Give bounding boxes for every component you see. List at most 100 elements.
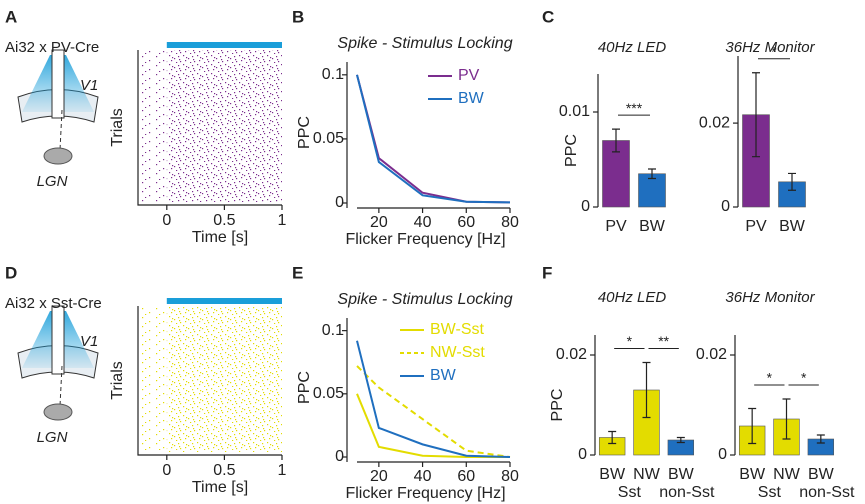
raster-pre bbox=[140, 50, 167, 202]
x-tick-label: PV bbox=[605, 218, 627, 235]
x-tick-label: BW bbox=[599, 466, 626, 483]
y-axis-label: PPC bbox=[549, 389, 566, 422]
error-bar bbox=[752, 72, 760, 158]
y-tick-label: 0 bbox=[335, 448, 344, 465]
x-tick-label: 0 bbox=[162, 462, 171, 479]
lgn bbox=[43, 403, 73, 421]
x-tick-label: BW bbox=[668, 466, 695, 483]
panel-title: Ai32 x PV-Cre bbox=[5, 39, 99, 56]
schematic: V1 LGN bbox=[17, 305, 99, 446]
region-label: V1 bbox=[80, 77, 98, 94]
axes bbox=[346, 62, 510, 209]
x-axis-label: Time [s] bbox=[192, 229, 248, 246]
y-tick-label: 0.05 bbox=[313, 130, 344, 147]
y-axis-label: Trials bbox=[109, 361, 126, 400]
panel-title: 36Hz Monitor bbox=[725, 289, 815, 306]
y-tick-label: 0.1 bbox=[322, 322, 344, 339]
x-axis-label: Flicker Frequency [Hz] bbox=[345, 485, 505, 502]
error-bar bbox=[748, 407, 757, 445]
panel-title: Spike - Stimulus Locking bbox=[337, 291, 512, 308]
region-label: LGN bbox=[37, 173, 68, 190]
x-tick-label: NW bbox=[633, 466, 661, 483]
x-tick-label: 40 bbox=[414, 214, 432, 231]
y-axis-label: PPC bbox=[563, 134, 580, 167]
x-tick-label: BW bbox=[639, 218, 666, 235]
panel-letter: B bbox=[292, 7, 304, 26]
x-tick-label: 80 bbox=[501, 214, 519, 231]
error-bar bbox=[676, 436, 685, 444]
x-tick-label: 60 bbox=[457, 468, 475, 485]
group-label: Sst bbox=[758, 484, 782, 501]
raster-stim bbox=[166, 50, 282, 202]
error-bar bbox=[648, 168, 656, 180]
error-bar bbox=[782, 398, 791, 440]
series-line bbox=[356, 74, 511, 204]
error-bar bbox=[788, 172, 796, 191]
axes bbox=[137, 306, 282, 456]
significance-label: * bbox=[767, 370, 773, 386]
x-tick-label: 0 bbox=[162, 212, 171, 229]
legend-label: PV bbox=[458, 67, 480, 84]
x-tick-label: 80 bbox=[501, 468, 519, 485]
y-tick-label: 0.02 bbox=[556, 346, 587, 363]
group-label: Sst bbox=[618, 484, 642, 501]
lgn bbox=[43, 147, 73, 165]
y-axis-label: Trials bbox=[109, 108, 126, 147]
panel-letter: C bbox=[542, 7, 554, 26]
y-tick-label: 0 bbox=[718, 446, 727, 463]
series-line bbox=[356, 365, 511, 458]
panel-letter: D bbox=[5, 263, 17, 282]
series-line bbox=[356, 74, 511, 204]
fiber bbox=[51, 305, 65, 375]
panel-title: Spike - Stimulus Locking bbox=[337, 35, 512, 52]
legend-label: BW bbox=[430, 367, 457, 384]
x-axis-label: Time [s] bbox=[192, 479, 248, 496]
y-tick-label: 0 bbox=[335, 194, 344, 211]
legend-label: NW-Sst bbox=[430, 344, 485, 361]
y-tick-label: 0 bbox=[578, 446, 587, 463]
error-bar bbox=[608, 430, 617, 445]
axes bbox=[137, 50, 282, 206]
y-tick-label: 0.1 bbox=[322, 66, 344, 83]
x-tick-label: BW bbox=[808, 466, 835, 483]
x-tick-label: 20 bbox=[370, 468, 388, 485]
error-bar bbox=[612, 128, 620, 153]
x-tick-label: 60 bbox=[457, 214, 475, 231]
panel-letter: E bbox=[292, 263, 303, 282]
raster-pre bbox=[140, 306, 167, 452]
x-tick-label: BW bbox=[739, 466, 766, 483]
x-tick-label: 40 bbox=[414, 468, 432, 485]
x-tick-label: 0.5 bbox=[213, 212, 235, 229]
fiber bbox=[51, 49, 65, 119]
group-label: non-Sst bbox=[799, 484, 855, 501]
significance-label: ** bbox=[658, 333, 669, 349]
region-label: V1 bbox=[80, 333, 98, 350]
y-axis-label: PPC bbox=[296, 116, 313, 149]
panel-title: 40Hz LED bbox=[598, 39, 667, 56]
y-tick-label: 0.02 bbox=[696, 346, 727, 363]
x-tick-label: 1 bbox=[278, 212, 287, 229]
legend-label: BW-Sst bbox=[430, 321, 484, 338]
significance-label: * bbox=[627, 333, 633, 349]
legend-label: BW bbox=[458, 90, 485, 107]
region-label: LGN bbox=[37, 429, 68, 446]
panel-title: 36Hz Monitor bbox=[725, 39, 815, 56]
x-tick-label: 0.5 bbox=[213, 462, 235, 479]
x-tick-label: PV bbox=[745, 218, 767, 235]
x-tick-label: NW bbox=[773, 466, 801, 483]
significance-label: *** bbox=[626, 100, 643, 116]
y-tick-label: 0.05 bbox=[313, 385, 344, 402]
schematic: V1 LGN bbox=[17, 49, 99, 190]
y-tick-label: 0.01 bbox=[559, 103, 590, 120]
y-tick-label: 0.02 bbox=[699, 114, 730, 131]
panel-letter: A bbox=[5, 7, 17, 26]
error-bar bbox=[816, 434, 825, 444]
stimulus-bar bbox=[166, 42, 282, 48]
panel-title: 40Hz LED bbox=[598, 289, 667, 306]
x-axis-label: Flicker Frequency [Hz] bbox=[345, 231, 505, 248]
panel-title: Ai32 x Sst-Cre bbox=[5, 295, 102, 312]
stimulus-bar bbox=[166, 298, 282, 304]
error-bar bbox=[642, 361, 651, 419]
raster-stim bbox=[166, 306, 282, 452]
